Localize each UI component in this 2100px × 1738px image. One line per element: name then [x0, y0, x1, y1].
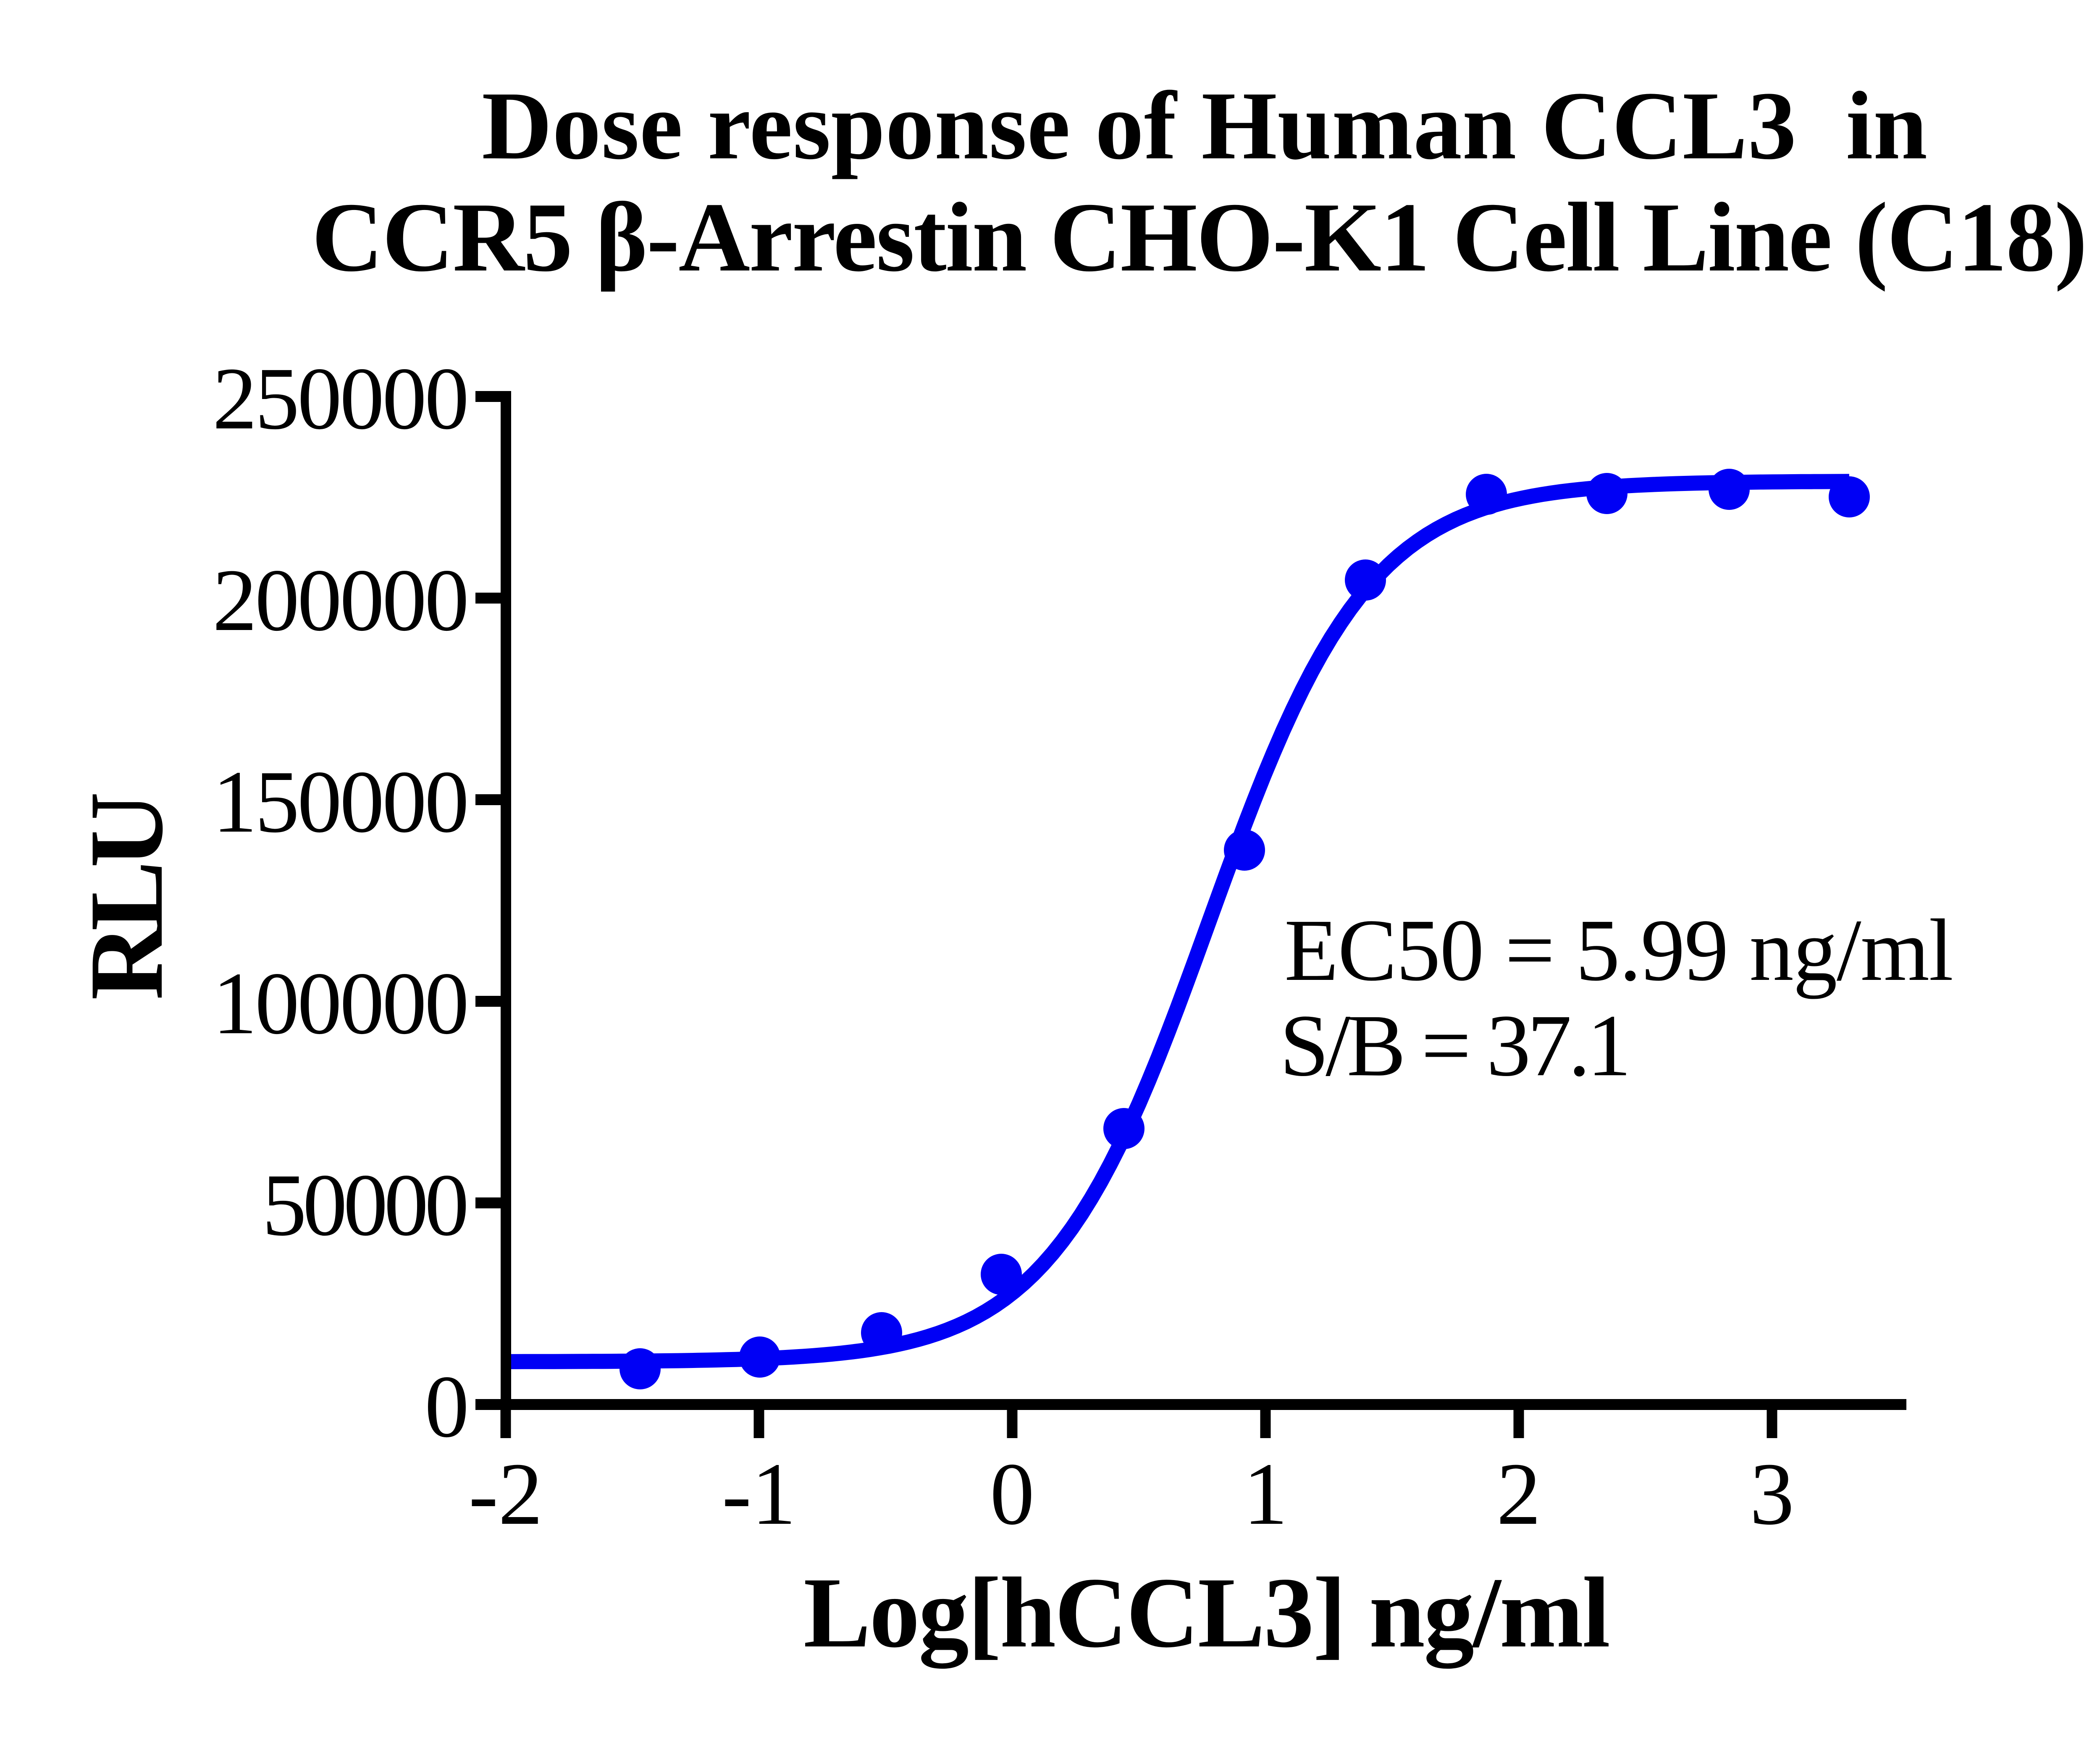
- svg-text:200000: 200000: [213, 551, 469, 649]
- svg-text:1: 1: [1243, 1444, 1288, 1543]
- svg-text:100000: 100000: [213, 954, 469, 1053]
- svg-text:3: 3: [1750, 1444, 1794, 1543]
- svg-text:RLU: RLU: [68, 792, 185, 1000]
- svg-text:0: 0: [425, 1357, 469, 1456]
- svg-text:150000: 150000: [213, 752, 469, 851]
- svg-text:S/B = 37.1: S/B = 37.1: [1280, 996, 1631, 1095]
- svg-text:0: 0: [990, 1444, 1034, 1543]
- svg-text:Dose response of Human CCL3 i: Dose response of Human CCL3 in: [482, 72, 1927, 180]
- svg-text:-2: -2: [469, 1444, 543, 1543]
- svg-text:250000: 250000: [213, 349, 469, 448]
- svg-text:50000: 50000: [262, 1155, 469, 1254]
- svg-text:2: 2: [1496, 1444, 1541, 1543]
- svg-text:CCR5 β-Arrestin CHO-K1 Cell Li: CCR5 β-Arrestin CHO-K1 Cell Line (C18): [312, 183, 2087, 292]
- svg-text:Log[hCCL3] ng/ml: Log[hCCL3] ng/ml: [803, 1557, 1610, 1669]
- svg-text:-1: -1: [722, 1444, 796, 1543]
- svg-text:EC50 = 5.99 ng/ml: EC50 = 5.99 ng/ml: [1284, 901, 1953, 999]
